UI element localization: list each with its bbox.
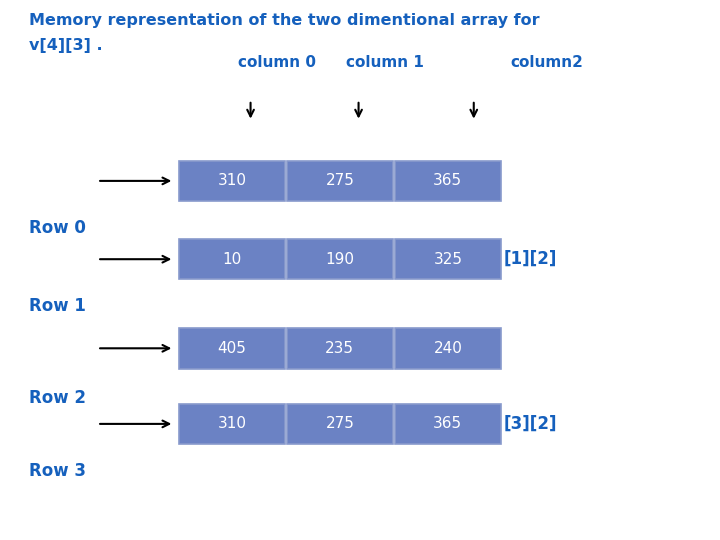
Bar bbox=[287, 239, 393, 280]
Text: 365: 365 bbox=[433, 416, 462, 431]
Bar bbox=[179, 404, 285, 444]
Text: Row 1: Row 1 bbox=[29, 297, 86, 315]
Text: 365: 365 bbox=[433, 173, 462, 188]
Text: Row 3: Row 3 bbox=[29, 462, 86, 480]
Bar bbox=[287, 328, 393, 368]
Bar bbox=[179, 328, 285, 368]
Text: Memory representation of the two dimentional array for: Memory representation of the two dimenti… bbox=[29, 14, 539, 29]
Text: column 0: column 0 bbox=[238, 55, 316, 70]
Bar bbox=[287, 160, 393, 201]
Bar bbox=[179, 239, 285, 280]
Bar bbox=[395, 404, 501, 444]
Text: 275: 275 bbox=[325, 173, 354, 188]
Text: 325: 325 bbox=[433, 252, 462, 267]
Text: [1][2]: [1][2] bbox=[504, 250, 557, 268]
Text: Row 0: Row 0 bbox=[29, 219, 86, 237]
Text: v[4][3] .: v[4][3] . bbox=[29, 38, 102, 53]
Text: 10: 10 bbox=[222, 252, 241, 267]
Bar bbox=[395, 160, 501, 201]
Text: 190: 190 bbox=[325, 252, 354, 267]
Text: 405: 405 bbox=[217, 341, 246, 356]
Text: [3][2]: [3][2] bbox=[504, 415, 557, 433]
Text: 310: 310 bbox=[217, 416, 246, 431]
Text: 275: 275 bbox=[325, 416, 354, 431]
Bar bbox=[395, 328, 501, 368]
Text: Row 2: Row 2 bbox=[29, 389, 86, 407]
Bar bbox=[179, 160, 285, 201]
Text: column 1: column 1 bbox=[346, 55, 424, 70]
Text: 310: 310 bbox=[217, 173, 246, 188]
Bar bbox=[395, 239, 501, 280]
Bar bbox=[287, 404, 393, 444]
Text: column2: column2 bbox=[510, 55, 584, 70]
Text: 235: 235 bbox=[325, 341, 354, 356]
Text: 240: 240 bbox=[433, 341, 462, 356]
